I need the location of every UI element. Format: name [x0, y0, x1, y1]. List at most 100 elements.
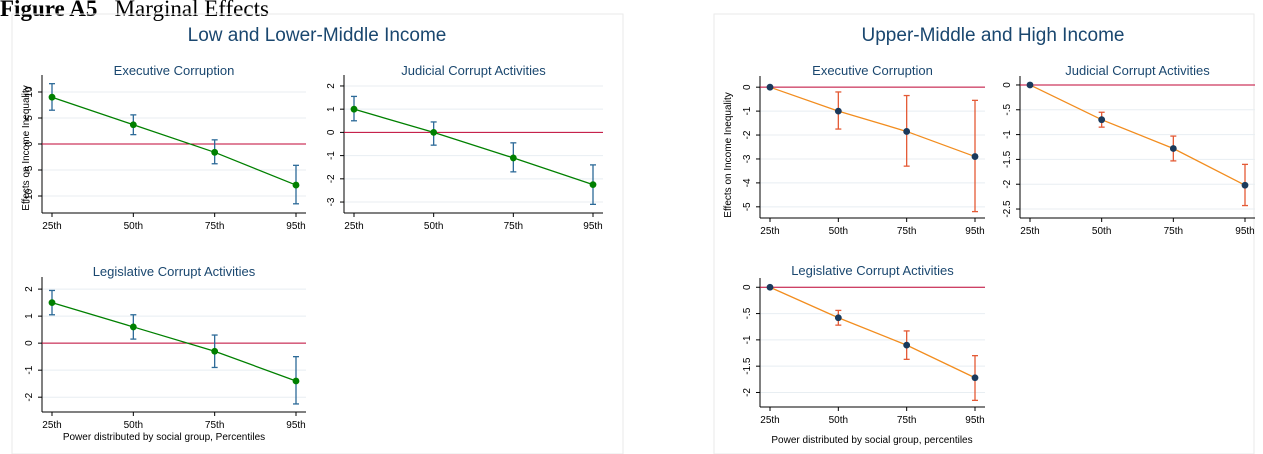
- y-tick-label: -2.5: [1002, 200, 1013, 218]
- subplot-1: Judicial Corrupt Activities -3 -2 -1 0 1 2 25th…: [326, 63, 603, 232]
- data-point: [350, 105, 358, 113]
- data-point: [211, 148, 219, 156]
- x-tick-label: 50th: [424, 221, 443, 232]
- data-point: [129, 121, 137, 129]
- y-tick-label: 10: [24, 86, 35, 98]
- y-tick-label: -2: [24, 392, 35, 401]
- y-tick-label: -1: [326, 151, 337, 160]
- y-tick-label: -1.5: [742, 357, 753, 375]
- y-tick-label: 0: [742, 84, 753, 90]
- y-tick-label: -1: [742, 106, 753, 115]
- data-point: [509, 154, 517, 162]
- data-point: [903, 341, 911, 349]
- y-tick-label: 2: [24, 286, 35, 292]
- y-tick-label: 0: [742, 284, 753, 290]
- data-point: [971, 374, 979, 382]
- x-tick-label: 50th: [829, 226, 848, 237]
- subplot-3: Executive Corruption -5 -4 -3 -2 -1 0 25th 50th 7…: [742, 63, 985, 237]
- x-tick-label: 75th: [205, 420, 224, 431]
- x-tick-label: 25th: [344, 221, 363, 232]
- x-tick-label: 25th: [42, 420, 61, 431]
- y-tick-label: -3: [326, 197, 337, 206]
- y-tick-label: 1: [24, 313, 35, 319]
- data-point: [430, 128, 438, 136]
- y-tick-label: 5: [24, 115, 35, 121]
- data-point: [48, 93, 56, 101]
- x-tick-label: 50th: [124, 221, 143, 232]
- ylabel-low-income: Effects on Income Inequality: [21, 85, 32, 210]
- series-line: [769, 286, 976, 379]
- subplot-0: Executive Corruption -10 -5 0 5 10 25th 50th 75t…: [24, 63, 306, 232]
- panel-frame-low-income: [11, 13, 624, 454]
- data-point: [1026, 81, 1034, 89]
- data-point: [1241, 181, 1249, 189]
- subplot-title: Legislative Corrupt Activities: [93, 264, 256, 279]
- panel-title-low-income: Low and Lower-Middle Income: [188, 25, 447, 46]
- y-tick-label: -3: [742, 154, 753, 163]
- x-tick-label: 75th: [1164, 226, 1183, 237]
- y-tick-label: 0: [24, 141, 35, 147]
- y-tick-label: 0: [24, 340, 35, 346]
- subplot-title: Judicial Corrupt Activities: [1065, 63, 1210, 78]
- data-point: [766, 83, 774, 91]
- y-tick-label: 0: [326, 129, 337, 135]
- x-tick-label: 95th: [286, 420, 305, 431]
- x-tick-label: 95th: [583, 221, 602, 232]
- xlabel-high-income: Power distributed by social group, perce…: [771, 435, 972, 446]
- subplot-2: Legislative Corrupt Activities -2 -1 0 1 2 25t…: [24, 264, 306, 431]
- ylabel-high-income: Effects on Income Inequality: [723, 92, 734, 217]
- y-tick-label: -1: [742, 335, 753, 344]
- y-tick-label: -1: [24, 365, 35, 374]
- x-tick-label: 75th: [504, 221, 523, 232]
- x-tick-label: 95th: [1235, 226, 1254, 237]
- data-point: [292, 377, 300, 385]
- y-tick-label: -.5: [1002, 104, 1013, 116]
- x-tick-label: 50th: [124, 420, 143, 431]
- x-tick-label: 95th: [965, 415, 984, 426]
- y-tick-label: 2: [326, 83, 337, 89]
- y-tick-label: -2: [326, 174, 337, 183]
- y-tick-label: -2: [742, 388, 753, 397]
- figure-caption: Marginal Effects: [114, 0, 269, 21]
- y-tick-label: -1.5: [1002, 150, 1013, 168]
- series-line: [769, 86, 976, 158]
- y-tick-label: -5: [742, 202, 753, 211]
- subplot-title: Executive Corruption: [114, 63, 235, 78]
- x-tick-label: 50th: [829, 415, 848, 426]
- x-tick-label: 95th: [286, 221, 305, 232]
- x-tick-label: 95th: [965, 226, 984, 237]
- x-tick-label: 75th: [205, 221, 224, 232]
- y-tick-label: -2: [1002, 179, 1013, 188]
- y-tick-label: -4: [742, 178, 753, 187]
- y-tick-label: 1: [326, 106, 337, 112]
- subplot-title: Legislative Corrupt Activities: [791, 263, 954, 278]
- x-tick-label: 25th: [1020, 226, 1039, 237]
- y-tick-label: -10: [24, 188, 35, 203]
- y-tick-label: -.5: [742, 307, 753, 319]
- subplot-4: Judicial Corrupt Activities -2.5 -2 -1.5 -1 -…: [1002, 63, 1255, 237]
- y-tick-label: -1: [1002, 130, 1013, 139]
- figure-title: Figure A5 Marginal Effects: [0, 0, 269, 22]
- x-tick-label: 50th: [1092, 226, 1111, 237]
- data-point: [766, 283, 774, 291]
- series-line: [51, 96, 297, 186]
- x-tick-label: 75th: [897, 226, 916, 237]
- data-point: [903, 128, 911, 135]
- x-tick-label: 25th: [42, 221, 61, 232]
- series-line: [51, 301, 297, 382]
- data-point: [589, 181, 597, 189]
- subplot-title: Judicial Corrupt Activities: [401, 63, 546, 78]
- series-line: [353, 108, 594, 186]
- panel-frame-high-income: [713, 13, 1255, 454]
- figure-label: Figure A5: [0, 0, 98, 21]
- x-tick-label: 25th: [760, 226, 779, 237]
- data-point: [211, 347, 219, 355]
- y-tick-label: -2: [742, 130, 753, 139]
- data-point: [834, 314, 842, 322]
- data-point: [48, 299, 56, 307]
- data-point: [834, 107, 842, 115]
- y-tick-label: -5: [24, 165, 35, 174]
- subplot-title: Executive Corruption: [812, 63, 933, 78]
- subplot-5: Legislative Corrupt Activities -2 -1.5 -1 -.…: [742, 263, 985, 426]
